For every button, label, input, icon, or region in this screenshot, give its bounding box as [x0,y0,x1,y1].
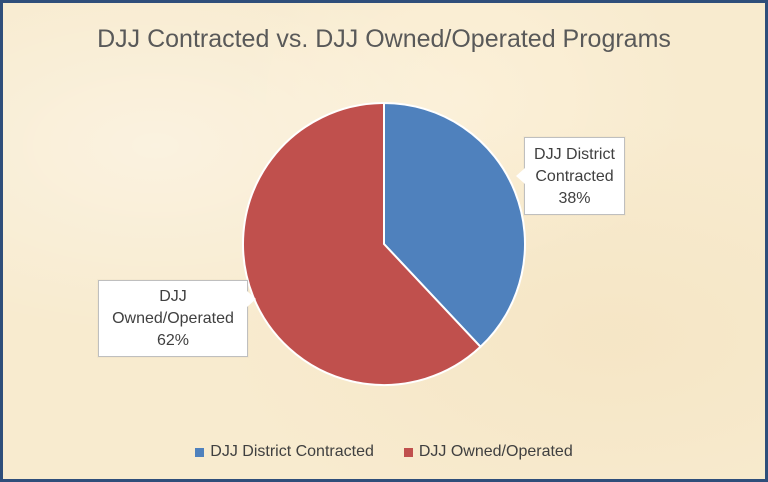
data-label-contracted: DJJ District Contracted 38% [516,137,625,215]
callout-pointer [516,168,525,184]
pie-chart [242,101,526,386]
callout-pointer [247,291,256,307]
data-label-line: Owned/Operated [112,310,234,327]
data-label-value: 62% [156,332,190,349]
chart-legend: DJJ District Contracted DJJ Owned/Operat… [3,443,765,461]
data-label-line: DJJ District [534,146,615,163]
data-label-line: DJJ [159,288,187,305]
legend-swatch [403,447,413,457]
legend-label: DJJ District Contracted [210,443,374,460]
data-label-line: Contracted [535,168,614,185]
data-label-owned-operated: DJJ Owned/Operated 62% [98,280,256,357]
data-label-value: 38% [558,190,591,207]
pie-slice-0 [383,101,526,349]
legend-swatch [195,447,205,457]
legend-item-owned-operated: DJJ Owned/Operated [403,443,573,461]
chart-title: DJJ Contracted vs. DJJ Owned/Operated Pr… [97,25,671,53]
legend-item-contracted: DJJ District Contracted [195,443,374,461]
legend-label: DJJ Owned/Operated [418,443,573,460]
